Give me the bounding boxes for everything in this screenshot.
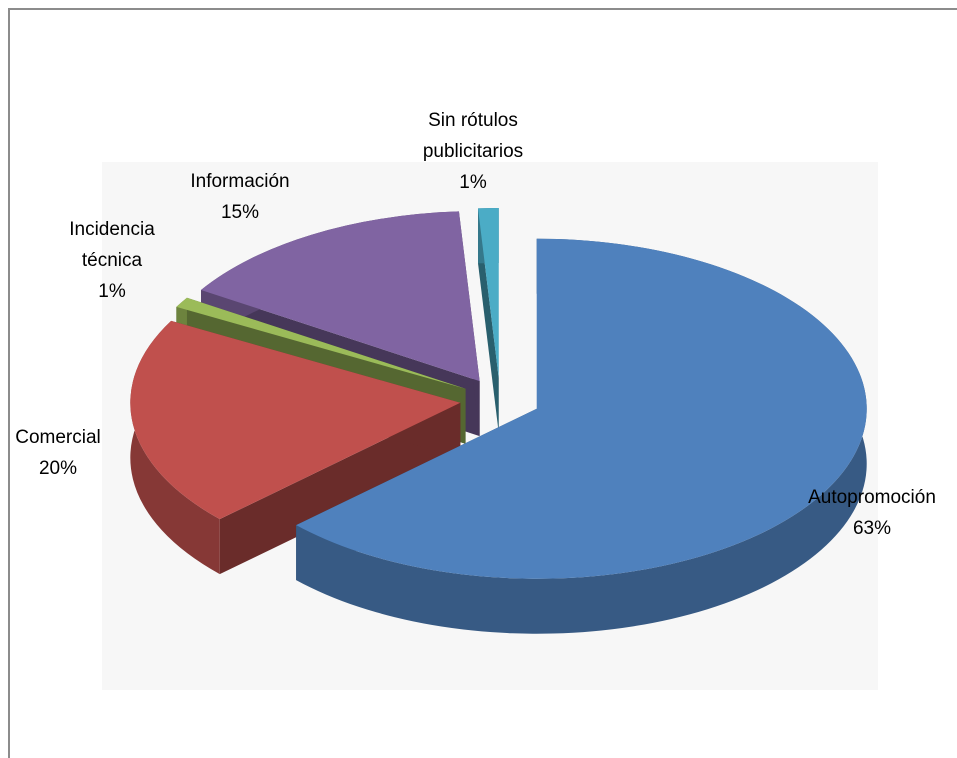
data-label: Sin rótulos publicitarios 1%	[393, 105, 553, 198]
category-label: Autopromoción	[808, 487, 936, 508]
value-label: 15%	[220, 202, 260, 223]
slice	[478, 208, 499, 379]
data-label: Comercial 20%	[0, 422, 118, 484]
slice	[296, 238, 867, 579]
category-label: Información	[190, 171, 290, 192]
category-label: Incidencia técnica	[69, 219, 155, 271]
data-label: Incidencia técnica 1%	[57, 214, 167, 307]
data-label: Autopromoción 63%	[772, 482, 957, 544]
slice-side	[219, 402, 461, 575]
data-label: Información 15%	[160, 166, 320, 228]
value-label: 1%	[459, 172, 487, 193]
slice	[201, 211, 480, 382]
pie	[130, 208, 867, 634]
slice-side	[478, 208, 499, 434]
category-label: Comercial	[15, 427, 101, 448]
value-label: 1%	[98, 281, 126, 302]
slice	[130, 320, 461, 520]
category-label: Sin rótulos publicitarios	[422, 110, 524, 162]
slice	[176, 297, 466, 389]
slice-side	[296, 238, 867, 634]
value-label: 63%	[852, 518, 892, 539]
value-label: 20%	[38, 458, 78, 479]
